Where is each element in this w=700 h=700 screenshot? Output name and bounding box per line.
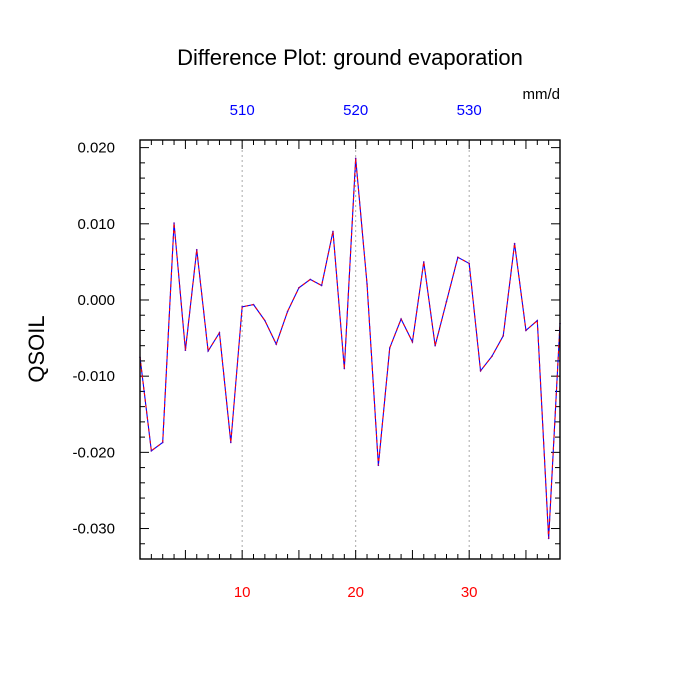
data-point <box>411 341 414 343</box>
grid-lines <box>241 140 470 559</box>
data-point <box>275 343 278 345</box>
data-point <box>513 242 516 245</box>
data-point <box>320 284 323 287</box>
y-tick-label: -0.020 <box>72 444 115 461</box>
axis-ticks <box>139 140 561 560</box>
data-point <box>184 349 187 352</box>
data-point <box>309 278 312 281</box>
data-point <box>195 248 198 251</box>
data-point <box>150 450 153 452</box>
data-point <box>161 441 164 444</box>
units-label: mm/d <box>523 86 561 103</box>
data-point <box>230 441 232 444</box>
data-series <box>139 157 561 540</box>
y-tick-label: 0.010 <box>77 216 115 233</box>
data-point <box>241 306 243 308</box>
x-tick-label-top: 520 <box>343 102 368 119</box>
y-tick-label: 0.020 <box>77 140 115 157</box>
data-point <box>525 329 527 332</box>
data-point <box>298 286 300 289</box>
data-point <box>332 230 334 233</box>
data-point <box>286 310 289 313</box>
x-tick-label-top: 510 <box>230 102 255 119</box>
tick-labels: 0.020 0.010 0.000 -0.010 -0.020 -0.030 10 20 30 5… <box>72 102 481 601</box>
data-point <box>445 300 448 303</box>
data-point <box>173 222 175 224</box>
data-point <box>536 319 539 322</box>
data-point <box>491 355 493 358</box>
y-tick-label: -0.010 <box>72 368 115 385</box>
y-axis-label: QSOIL <box>24 315 49 382</box>
x-tick-label-bottom: 10 <box>234 584 251 601</box>
y-tick-label: -0.030 <box>72 521 115 538</box>
y-tick-label: 0.000 <box>77 292 115 309</box>
data-point <box>264 319 266 322</box>
x-tick-label-top: 530 <box>457 102 482 119</box>
data-point <box>388 347 391 349</box>
data-point <box>502 334 505 337</box>
data-point <box>468 262 470 265</box>
data-point <box>547 537 550 540</box>
data-point <box>343 367 346 370</box>
data-point <box>377 464 380 467</box>
plot-frame <box>139 139 561 560</box>
data-point <box>422 261 425 263</box>
x-tick-label-bottom: 20 <box>347 584 364 601</box>
data-point <box>400 318 402 320</box>
data-point <box>434 344 436 347</box>
data-point <box>479 370 482 372</box>
series-line-red <box>139 158 561 539</box>
data-point <box>207 350 209 352</box>
data-point <box>366 283 368 285</box>
x-tick-label-bottom: 30 <box>461 584 478 601</box>
data-point <box>252 303 255 306</box>
series-line-blue <box>139 158 561 539</box>
data-point <box>218 331 221 334</box>
data-point <box>354 157 357 160</box>
data-point <box>457 256 459 259</box>
chart-title: Difference Plot: ground evaporation <box>177 45 523 70</box>
